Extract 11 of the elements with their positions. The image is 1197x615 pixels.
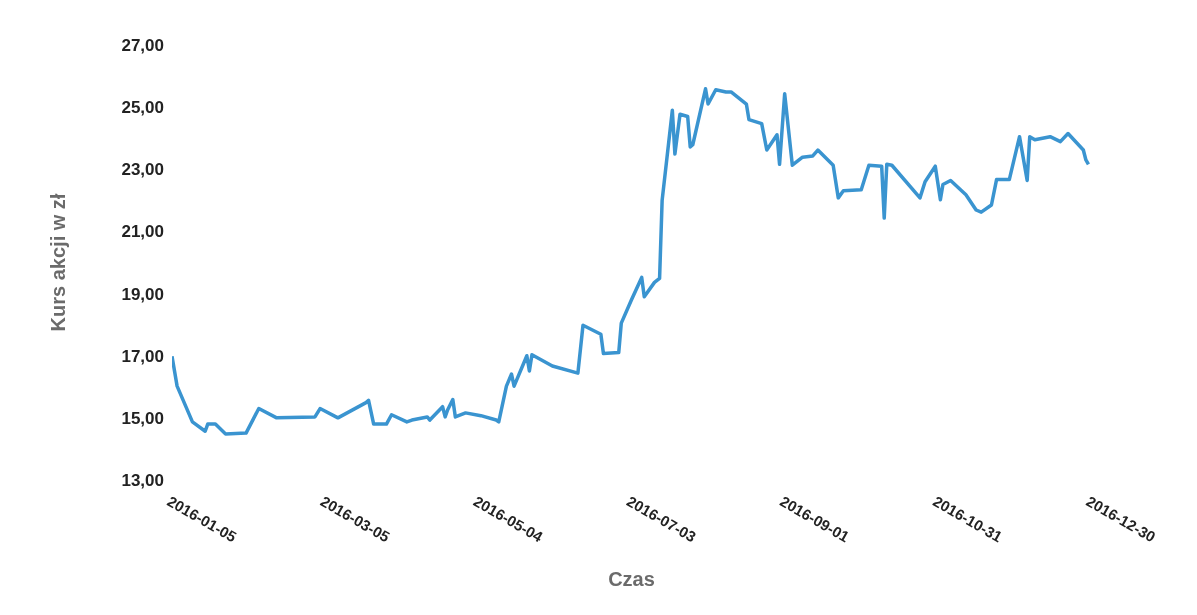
y-axis-title: Kurs akcji w zł xyxy=(47,193,70,332)
y-tick-label: 21,00 xyxy=(121,222,164,242)
y-tick-label: 27,00 xyxy=(121,36,164,56)
y-tick-label: 19,00 xyxy=(121,284,164,304)
y-tick-label: 13,00 xyxy=(121,471,164,491)
y-tick-label: 15,00 xyxy=(121,408,164,428)
y-tick-label: 23,00 xyxy=(121,160,164,180)
x-axis-title: Czas xyxy=(608,568,655,590)
y-tick-label: 25,00 xyxy=(121,98,164,118)
line-series xyxy=(172,87,1091,436)
y-tick-label: 17,00 xyxy=(121,346,164,366)
